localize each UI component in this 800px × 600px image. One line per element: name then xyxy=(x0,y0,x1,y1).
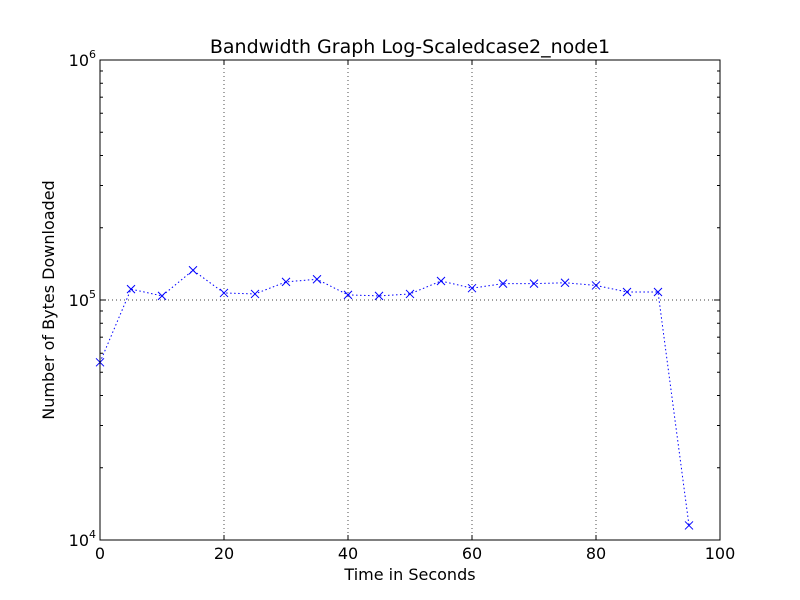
data-point-marker xyxy=(374,291,384,301)
y-tick-label: 106 xyxy=(69,48,96,70)
x-axis-title: Time in Seconds xyxy=(343,565,475,584)
data-point-marker xyxy=(622,287,632,297)
data-point-marker xyxy=(653,287,663,297)
data-point-marker xyxy=(560,278,570,288)
data-point-marker xyxy=(250,289,260,299)
y-tick-label: 104 xyxy=(69,528,96,550)
data-point-marker xyxy=(436,276,446,286)
data-point-marker xyxy=(498,279,508,288)
data-point-marker xyxy=(312,274,322,284)
data-point-marker xyxy=(405,289,415,299)
y-tick-label: 105 xyxy=(69,288,96,310)
y-tick-base: 10 xyxy=(69,291,89,310)
series-layer xyxy=(95,265,694,530)
x-tick-label: 0 xyxy=(95,544,105,563)
grid-lines xyxy=(100,60,720,540)
x-tick-label: 60 xyxy=(462,544,482,563)
y-tick-exponent: 5 xyxy=(89,288,96,301)
data-point-marker xyxy=(188,265,198,275)
data-point-marker xyxy=(467,283,477,293)
data-point-marker xyxy=(684,521,694,530)
x-tick-label: 40 xyxy=(338,544,358,563)
x-tick-label: 80 xyxy=(586,544,606,563)
y-axis-title: Number of Bytes Downloaded xyxy=(39,180,58,419)
x-tick-labels: 0 20 40 60 80 100 xyxy=(95,544,735,563)
data-point-marker xyxy=(219,288,229,298)
y-tick-exponent: 6 xyxy=(89,48,96,61)
data-point-marker xyxy=(157,291,167,301)
data-point-marker xyxy=(343,290,353,300)
x-tick-label: 100 xyxy=(705,544,736,563)
chart-title: Bandwidth Graph Log-Scaledcase2_node1 xyxy=(210,36,610,58)
plot-frame xyxy=(99,59,721,541)
data-point-marker xyxy=(529,279,539,288)
minor-ticks xyxy=(100,70,720,469)
data-point-marker xyxy=(591,281,601,290)
y-tick-base: 10 xyxy=(69,531,89,550)
data-point-marker xyxy=(281,277,291,287)
series-line xyxy=(99,269,690,526)
data-point-marker xyxy=(126,284,136,294)
y-tick-exponent: 4 xyxy=(89,528,96,541)
x-tick-label: 20 xyxy=(214,544,234,563)
y-tick-base: 10 xyxy=(69,51,89,70)
